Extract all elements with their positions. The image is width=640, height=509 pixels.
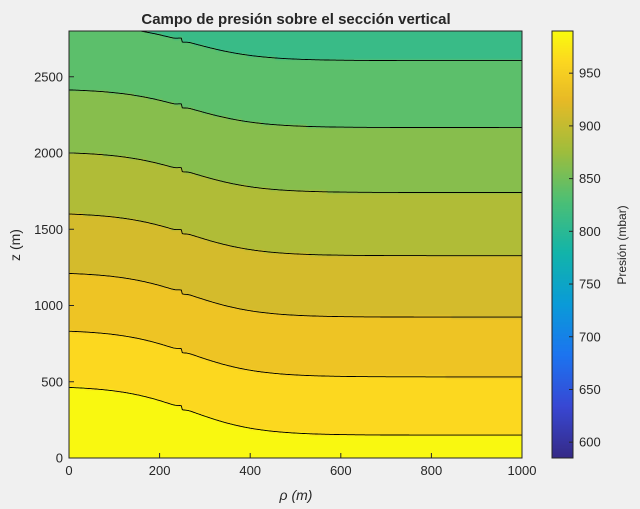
y-tick-label: 500 [41, 374, 63, 389]
x-tick-label: 1000 [508, 463, 537, 478]
contour-line-825 [137, 31, 522, 62]
colorbar-frame [551, 30, 574, 459]
x-axis-label: ρ (m) [279, 487, 313, 503]
colorbar-tick-label: 650 [579, 382, 601, 397]
contour-line-900 [69, 213, 522, 257]
contour-line-950 [69, 330, 522, 378]
x-axis: 0 200 400 600 800 1000 [65, 453, 536, 478]
x-tick-label: 200 [149, 463, 171, 478]
plot-frame [68, 30, 523, 459]
colorbar-gradient [552, 31, 573, 458]
contour-line-975 [69, 386, 522, 436]
y-tick-label: 2500 [34, 69, 63, 84]
y-axis-label: z (m) [7, 229, 23, 261]
x-tick-label: 0 [65, 463, 72, 478]
contour-line-875 [69, 152, 522, 193]
colorbar-tick-label: 600 [579, 435, 601, 450]
x-tick-label: 400 [239, 463, 261, 478]
colorbar-ticks: 600 650 700 750 800 850 900 950 [569, 66, 601, 450]
x-tick-label: 800 [421, 463, 443, 478]
colorbar-tick-label: 850 [579, 171, 601, 186]
colorbar-tick-label: 950 [579, 66, 601, 81]
x-tick-label: 600 [330, 463, 352, 478]
y-tick-label: 1000 [34, 298, 63, 313]
y-tick-label: 2000 [34, 146, 63, 161]
colorbar-tick-label: 750 [579, 277, 601, 292]
chart-title: Campo de presión sobre el sección vertic… [141, 11, 450, 28]
y-axis: 0 500 1000 1500 2000 2500 [34, 69, 74, 466]
plot-area [69, 31, 522, 458]
colorbar-tick-label: 800 [579, 224, 601, 239]
y-tick-label: 1500 [34, 222, 63, 237]
y-tick-label: 0 [56, 451, 63, 466]
pressure-field [69, 31, 522, 458]
colorbar-tick-label: 900 [579, 118, 601, 133]
colorbar: 600 650 700 750 800 850 900 950 [551, 30, 601, 459]
contour-line-850 [69, 89, 522, 129]
colorbar-tick-label: 700 [579, 329, 601, 344]
contour-line-925 [69, 272, 522, 318]
contour-lines [69, 31, 522, 436]
colorbar-label: Presión (mbar) [615, 205, 629, 284]
